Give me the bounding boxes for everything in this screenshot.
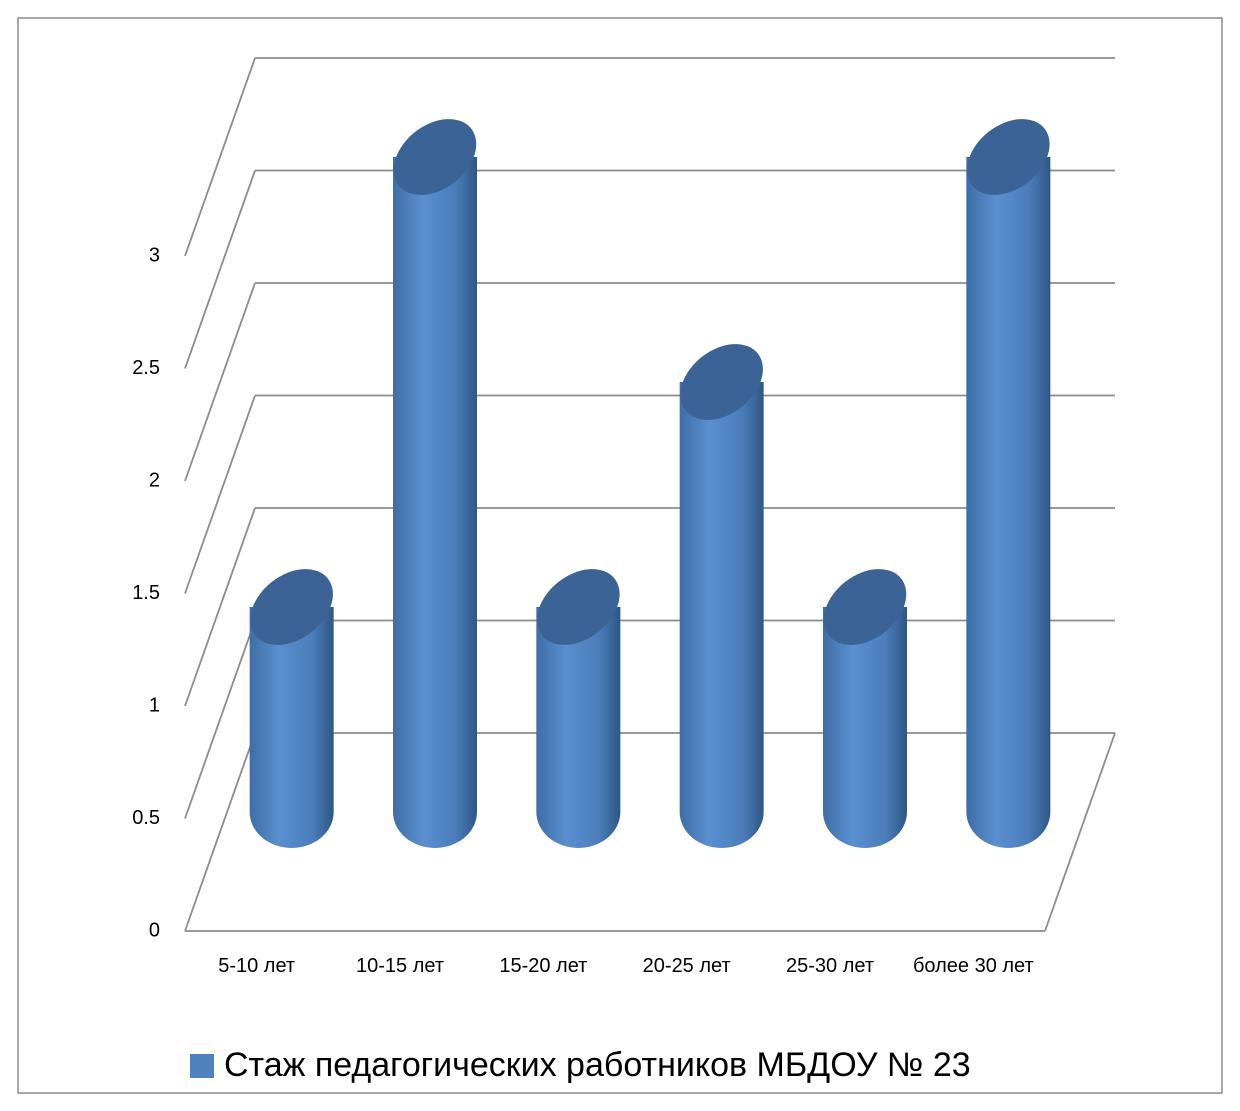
x-tick-label: 5-10 лет [218, 955, 296, 977]
bar-body [823, 607, 907, 848]
grid-line [184, 282, 256, 482]
grid-line [184, 507, 256, 707]
x-tick-label: 25-30 лет [786, 955, 874, 977]
y-tick-label: 0 [149, 919, 160, 941]
grid-line [184, 170, 256, 369]
grid-line [184, 57, 256, 257]
y-tick-label: 0.5 [132, 807, 160, 829]
bar [966, 119, 1051, 848]
bar-top [823, 569, 907, 645]
y-tick-label: 3 [149, 244, 160, 266]
x-tick-label: 20-25 лет [642, 955, 731, 977]
bar-body [966, 157, 1051, 848]
legend: Стаж педагогических работников МБДОУ № 2… [190, 1046, 971, 1085]
y-tick-label: 2 [149, 469, 160, 491]
bar-top [680, 344, 763, 420]
bar [536, 569, 621, 848]
floor-edge [1044, 732, 1116, 932]
grid-line [184, 732, 256, 932]
x-tick-label: более 30 лет [912, 955, 1034, 977]
bar-body [536, 607, 621, 848]
grid-line [184, 620, 256, 819]
x-tick-label: 10-15 лет [356, 955, 444, 977]
y-tick-label: 1.5 [132, 582, 160, 604]
legend-label: Стаж педагогических работников МБДОУ № 2… [224, 1046, 971, 1084]
legend-swatch [190, 1053, 214, 1078]
grid-line [184, 395, 256, 594]
bar-body [393, 157, 477, 848]
bar-body [249, 607, 334, 848]
x-tick-label: 15-20 лет [499, 955, 588, 977]
frame [17, 17, 1223, 1094]
y-tick-label: 2.5 [132, 357, 160, 379]
bar-top [967, 119, 1050, 195]
bar [249, 569, 334, 848]
bar [679, 344, 764, 848]
y-tick-label: 1 [149, 694, 160, 716]
bar-top [250, 569, 333, 645]
bar [393, 119, 477, 848]
bar-top [393, 119, 477, 195]
bar-body [679, 382, 764, 848]
bar-top [537, 569, 620, 645]
bar [823, 569, 907, 848]
